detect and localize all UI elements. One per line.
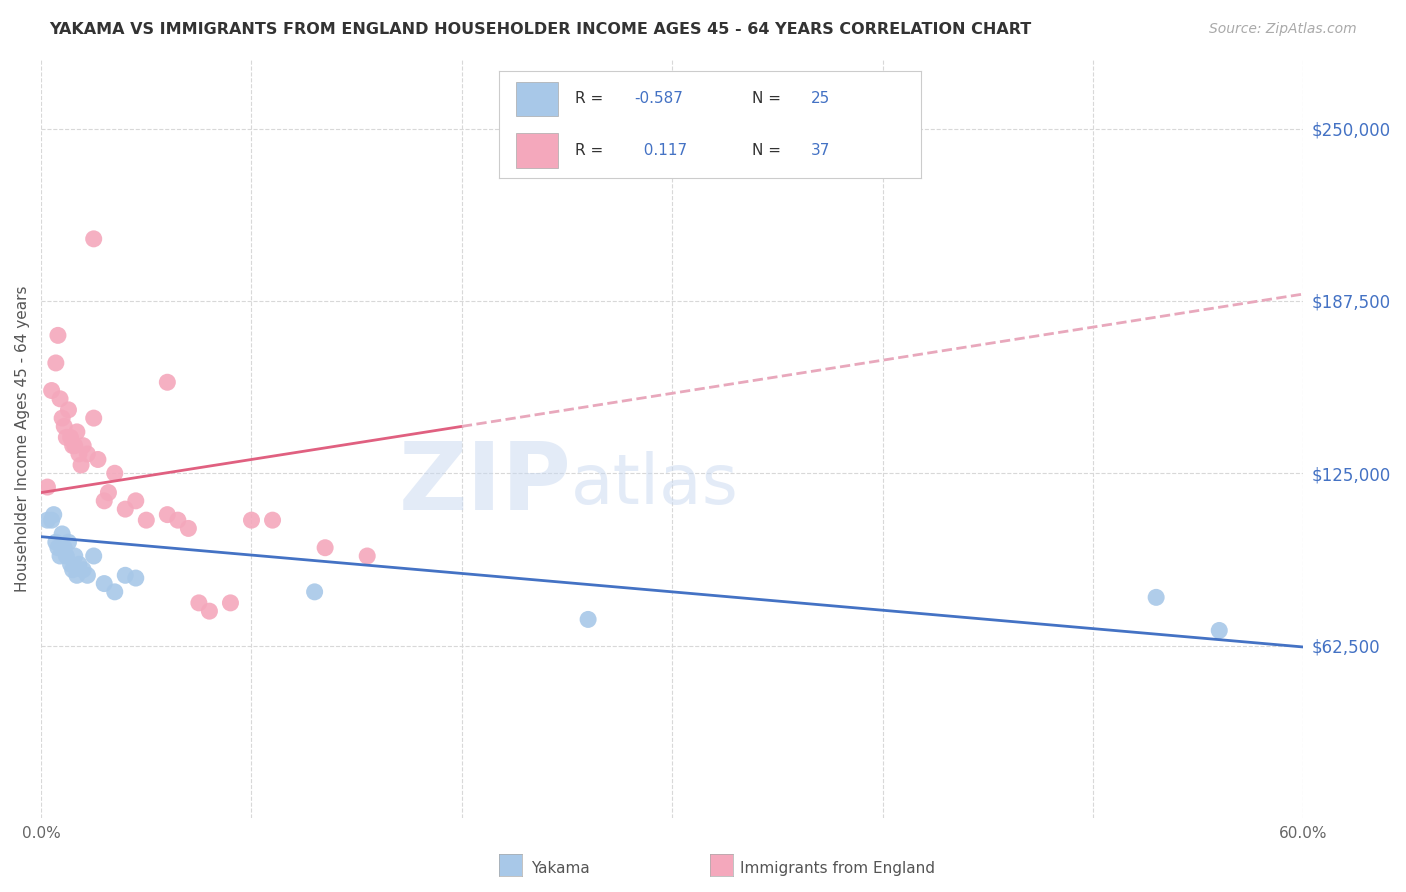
Point <box>66 568 89 582</box>
Text: N =: N = <box>752 143 786 158</box>
Point <box>1144 591 1167 605</box>
Point <box>51 527 73 541</box>
Point <box>66 425 89 439</box>
Point <box>87 452 110 467</box>
Point <box>83 549 105 563</box>
Point <box>70 458 93 472</box>
Point <box>63 439 86 453</box>
Point <box>62 439 84 453</box>
Point <box>46 541 69 555</box>
Point <box>104 585 127 599</box>
Point <box>42 508 65 522</box>
Text: Yakama: Yakama <box>531 862 591 876</box>
Text: 0.117: 0.117 <box>634 143 688 158</box>
Text: R =: R = <box>575 143 609 158</box>
Point <box>262 513 284 527</box>
Point <box>97 485 120 500</box>
Point <box>76 568 98 582</box>
Point <box>55 549 77 563</box>
Point <box>62 563 84 577</box>
Text: ZIP: ZIP <box>398 438 571 531</box>
Point <box>167 513 190 527</box>
Point <box>46 328 69 343</box>
Point <box>72 439 94 453</box>
Point <box>198 604 221 618</box>
Point <box>314 541 336 555</box>
Point <box>37 513 59 527</box>
Point <box>58 535 80 549</box>
Point <box>83 232 105 246</box>
Point <box>304 585 326 599</box>
Text: R =: R = <box>575 91 609 106</box>
Point <box>67 558 90 572</box>
Point <box>76 447 98 461</box>
Point <box>67 447 90 461</box>
Point <box>125 571 148 585</box>
Point <box>53 541 76 555</box>
Point <box>93 576 115 591</box>
Point <box>240 513 263 527</box>
Point <box>72 563 94 577</box>
Point <box>135 513 157 527</box>
Point <box>49 549 72 563</box>
Text: atlas: atlas <box>571 450 740 517</box>
Point <box>58 402 80 417</box>
Point <box>83 411 105 425</box>
Point <box>156 508 179 522</box>
Text: 37: 37 <box>811 143 831 158</box>
Point <box>45 356 67 370</box>
Point <box>55 430 77 444</box>
Text: N =: N = <box>752 91 786 106</box>
Y-axis label: Householder Income Ages 45 - 64 years: Householder Income Ages 45 - 64 years <box>15 285 30 592</box>
Point <box>125 493 148 508</box>
Point <box>59 558 82 572</box>
Point <box>177 521 200 535</box>
Point <box>53 419 76 434</box>
Point <box>63 549 86 563</box>
Point <box>51 411 73 425</box>
Text: 25: 25 <box>811 91 831 106</box>
Point <box>45 535 67 549</box>
Point <box>41 513 63 527</box>
Point <box>156 376 179 390</box>
Point <box>37 480 59 494</box>
Point <box>49 392 72 406</box>
Point <box>114 568 136 582</box>
Point <box>1208 624 1230 638</box>
Point <box>576 612 599 626</box>
Point <box>219 596 242 610</box>
Point <box>104 467 127 481</box>
Point <box>93 493 115 508</box>
Point <box>356 549 378 563</box>
Bar <box>516 134 558 168</box>
Text: -0.587: -0.587 <box>634 91 683 106</box>
Text: YAKAMA VS IMMIGRANTS FROM ENGLAND HOUSEHOLDER INCOME AGES 45 - 64 YEARS CORRELAT: YAKAMA VS IMMIGRANTS FROM ENGLAND HOUSEH… <box>49 22 1032 37</box>
Text: Source: ZipAtlas.com: Source: ZipAtlas.com <box>1209 22 1357 37</box>
Point <box>187 596 209 610</box>
Bar <box>516 82 558 116</box>
Point <box>114 502 136 516</box>
Text: Immigrants from England: Immigrants from England <box>740 862 935 876</box>
Point <box>41 384 63 398</box>
Point <box>59 430 82 444</box>
